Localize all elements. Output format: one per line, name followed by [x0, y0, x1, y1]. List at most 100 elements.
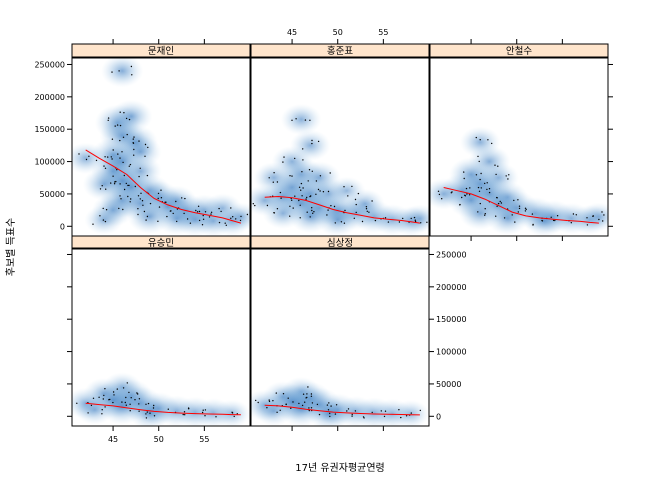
data-point: [139, 198, 141, 200]
data-point: [210, 211, 213, 213]
data-point: [104, 220, 107, 223]
data-point: [479, 139, 481, 141]
data-point: [230, 217, 232, 219]
panel: 문재인: [71, 43, 251, 237]
data-point: [149, 412, 151, 414]
data-point: [309, 216, 311, 218]
panel-strip: [71, 43, 251, 58]
data-point: [146, 174, 149, 177]
data-point: [112, 401, 114, 404]
data-point: [103, 394, 105, 397]
data-point: [298, 402, 300, 405]
data-point: [166, 215, 168, 218]
y-tick-label: 150000: [436, 315, 467, 324]
data-point: [468, 194, 471, 196]
data-point: [98, 396, 100, 398]
data-point: [315, 180, 318, 182]
data-point: [120, 198, 122, 200]
data-point: [92, 397, 95, 399]
density-blob: [307, 397, 350, 426]
data-point: [218, 207, 220, 210]
data-point: [113, 183, 116, 185]
data-point: [302, 187, 304, 189]
data-point: [201, 224, 204, 226]
data-point: [327, 409, 330, 411]
density-blob: [222, 202, 250, 231]
data-point: [172, 212, 174, 215]
data-point: [182, 413, 184, 416]
data-point: [289, 175, 291, 177]
data-point: [126, 133, 128, 136]
data-point: [132, 142, 135, 144]
data-point: [524, 210, 527, 212]
data-point: [327, 190, 330, 193]
data-point: [273, 212, 275, 214]
data-point: [198, 219, 201, 222]
data-point: [398, 221, 401, 223]
data-point: [319, 190, 321, 192]
data-point: [478, 160, 480, 163]
data-point: [441, 198, 443, 200]
data-point: [138, 398, 141, 400]
data-point: [586, 217, 588, 219]
data-point: [289, 215, 291, 217]
data-point: [137, 393, 139, 395]
data-point: [210, 213, 212, 215]
data-point: [354, 198, 357, 201]
data-point: [131, 74, 133, 76]
data-point: [554, 219, 556, 222]
data-point: [517, 199, 519, 201]
data-point: [575, 214, 577, 216]
data-point: [136, 392, 138, 394]
data-point: [311, 207, 313, 209]
data-point: [240, 215, 242, 218]
data-point: [330, 205, 332, 207]
data-point: [556, 215, 559, 217]
data-point: [586, 224, 589, 226]
data-point: [188, 408, 190, 410]
data-point: [368, 211, 370, 213]
panel-strip: [250, 235, 430, 250]
data-point: [279, 409, 281, 411]
data-point: [268, 177, 270, 179]
data-point: [138, 410, 140, 412]
data-point: [477, 186, 480, 189]
data-point: [480, 187, 482, 189]
data-point: [116, 169, 118, 171]
y-tick-label: 0: [60, 222, 65, 231]
density-blob: [280, 103, 322, 136]
data-point: [128, 118, 131, 121]
data-point: [287, 397, 289, 399]
data-point: [105, 209, 108, 211]
data-point: [157, 192, 160, 195]
data-point: [410, 217, 412, 220]
data-point: [461, 196, 463, 199]
data-point: [486, 182, 488, 184]
data-point: [361, 220, 364, 223]
data-point: [307, 386, 309, 388]
data-point: [104, 156, 106, 158]
data-point: [487, 139, 489, 141]
data-point: [122, 387, 125, 389]
data-point: [272, 181, 274, 183]
smooth-line: [264, 404, 420, 416]
data-point: [495, 173, 497, 176]
data-point: [130, 397, 132, 399]
data-point: [197, 205, 200, 207]
data-point: [268, 399, 270, 401]
data-point: [145, 413, 147, 415]
data-point: [176, 220, 178, 223]
data-point: [146, 411, 148, 413]
data-point: [140, 192, 142, 194]
density-blob: [486, 202, 529, 235]
data-point: [459, 203, 461, 206]
data-point: [518, 205, 521, 207]
data-point: [313, 211, 315, 213]
data-point: [225, 224, 227, 226]
data-point: [488, 188, 491, 190]
data-point: [236, 413, 238, 415]
density-blob: [262, 197, 304, 229]
data-point: [592, 215, 595, 217]
data-point: [218, 221, 221, 224]
data-point: [438, 193, 441, 196]
